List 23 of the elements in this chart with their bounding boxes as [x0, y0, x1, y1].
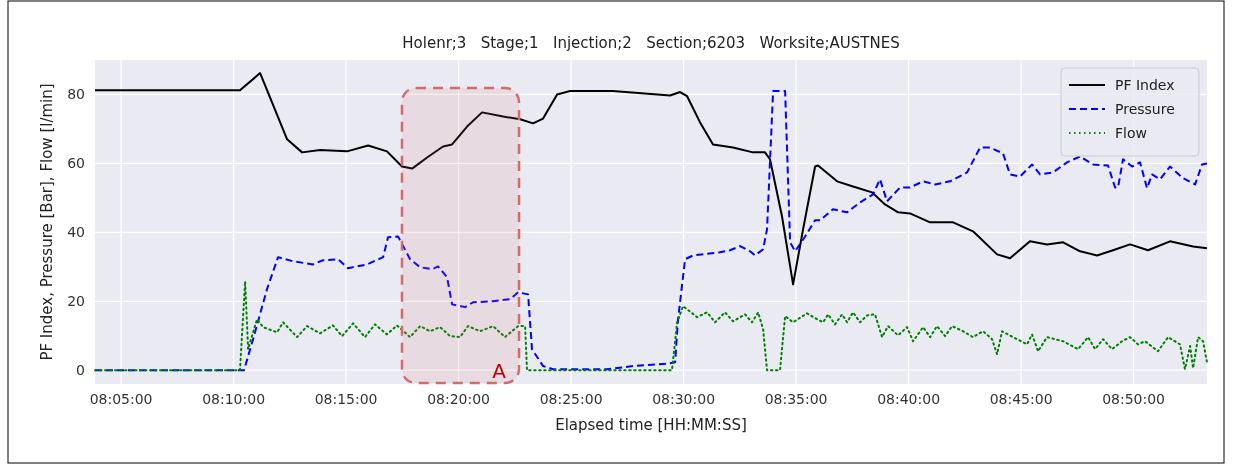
x-tick-label: 08:30:00: [652, 391, 716, 407]
legend-label: Pressure: [1115, 101, 1175, 117]
y-tick-label: 60: [67, 155, 85, 172]
x-tick-label: 08:20:00: [427, 391, 491, 407]
y-axis-title: PF Index, Pressure [Bar], Flow [l/min]: [38, 83, 56, 361]
x-tick-label: 08:10:00: [202, 391, 266, 407]
x-tick-label: 08:40:00: [877, 391, 941, 407]
legend-label: PF Index: [1115, 77, 1175, 93]
y-tick-label: 80: [67, 86, 85, 103]
y-tick-label: 20: [67, 293, 85, 310]
x-tick-label: 08:45:00: [989, 391, 1053, 407]
x-tick-label: 08:15:00: [314, 391, 378, 407]
y-tick-label: 40: [67, 224, 85, 241]
y-tick-label: 0: [76, 362, 85, 379]
legend-label: Flow: [1115, 125, 1147, 141]
x-axis-title: Elapsed time [HH:MM:SS]: [555, 416, 747, 434]
chart-title: Holenr;3 Stage;1 Injection;2 Section;6203 Worksite;AUSTNES: [402, 34, 900, 52]
x-tick-label: 08:50:00: [1102, 391, 1166, 407]
x-tick-label: 08:25:00: [539, 391, 603, 407]
x-tick-label: 08:35:00: [764, 391, 828, 407]
x-tick-label: 08:05:00: [89, 391, 153, 407]
band-label: A: [492, 359, 507, 383]
line-series: [94, 72, 1208, 286]
